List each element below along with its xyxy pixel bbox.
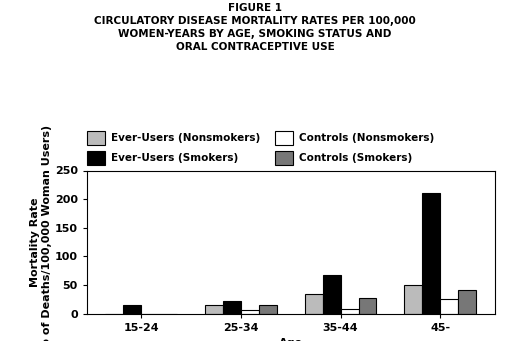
Bar: [421, 193, 439, 314]
Text: Controls (Nonsmokers): Controls (Nonsmokers): [299, 133, 434, 143]
Bar: [222, 301, 240, 314]
Bar: [304, 294, 322, 314]
Bar: [439, 299, 457, 314]
Bar: [123, 305, 141, 314]
Bar: [258, 305, 276, 314]
Bar: [404, 285, 421, 314]
Bar: [457, 290, 475, 314]
Text: Ever-Users (Smokers): Ever-Users (Smokers): [110, 153, 238, 163]
X-axis label: Age: Age: [278, 338, 302, 341]
Text: FIGURE 1
CIRCULATORY DISEASE MORTALITY RATES PER 100,000
WOMEN-YEARS BY AGE, SMO: FIGURE 1 CIRCULATORY DISEASE MORTALITY R…: [94, 3, 415, 52]
Bar: [322, 275, 340, 314]
Bar: [205, 305, 222, 314]
Bar: [340, 309, 358, 314]
Text: Controls (Smokers): Controls (Smokers): [299, 153, 412, 163]
Y-axis label: Mortality Rate
(No of Deaths/100,000 Woman Users): Mortality Rate (No of Deaths/100,000 Wom…: [30, 124, 52, 341]
Bar: [358, 298, 376, 314]
Bar: [240, 310, 258, 314]
Text: Ever-Users (Nonsmokers): Ever-Users (Nonsmokers): [110, 133, 260, 143]
